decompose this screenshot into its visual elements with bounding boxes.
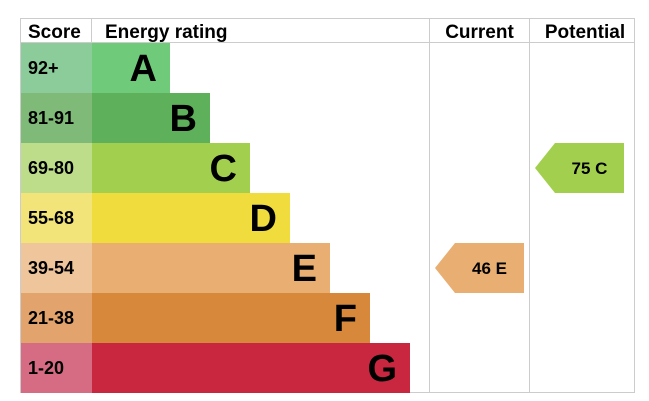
band-letter-b: B [170, 98, 197, 140]
score-cell-f [21, 293, 92, 343]
score-label-a: 92+ [28, 58, 59, 78]
score-label-d: 55-68 [28, 208, 74, 228]
current-arrow [435, 243, 524, 293]
header-current: Current [445, 22, 514, 43]
band-bar-e [92, 243, 330, 293]
score-label-b: 81-91 [28, 108, 74, 128]
header-score: Score [28, 22, 81, 43]
score-cell-a [21, 43, 92, 93]
rating-bands: 92+ A 81-91 B 69-80 C 55-68 D 39-54 E 21-38 F 1-20 G [21, 43, 410, 393]
score-cell-g [21, 343, 92, 393]
score-label-f: 21-38 [28, 308, 74, 328]
band-bar-b [92, 93, 210, 143]
score-cell-d [21, 193, 92, 243]
score-label-c: 69-80 [28, 158, 74, 178]
band-letter-a: A [130, 48, 157, 90]
header-potential: Potential [545, 22, 625, 43]
score-label-e: 39-54 [28, 258, 74, 278]
potential-rating-label: 75 C [572, 159, 608, 178]
band-letter-e: E [292, 248, 317, 290]
band-letter-f: F [334, 298, 357, 340]
score-cell-c [21, 143, 92, 193]
score-label-g: 1-20 [28, 358, 64, 378]
band-letter-d: D [250, 198, 277, 240]
rating-arrows: 46 E 75 C [435, 143, 624, 293]
band-letter-c: C [210, 148, 237, 190]
band-bar-f [92, 293, 370, 343]
band-letter-g: G [367, 348, 397, 390]
potential-arrow [535, 143, 624, 193]
header-energy-rating: Energy rating [105, 22, 227, 43]
score-cell-e [21, 243, 92, 293]
band-bar-g [92, 343, 410, 393]
score-cell-b [21, 93, 92, 143]
band-bar-d [92, 193, 290, 243]
band-bar-a [92, 43, 170, 93]
current-rating-label: 46 E [472, 259, 507, 278]
band-bar-c [92, 143, 250, 193]
